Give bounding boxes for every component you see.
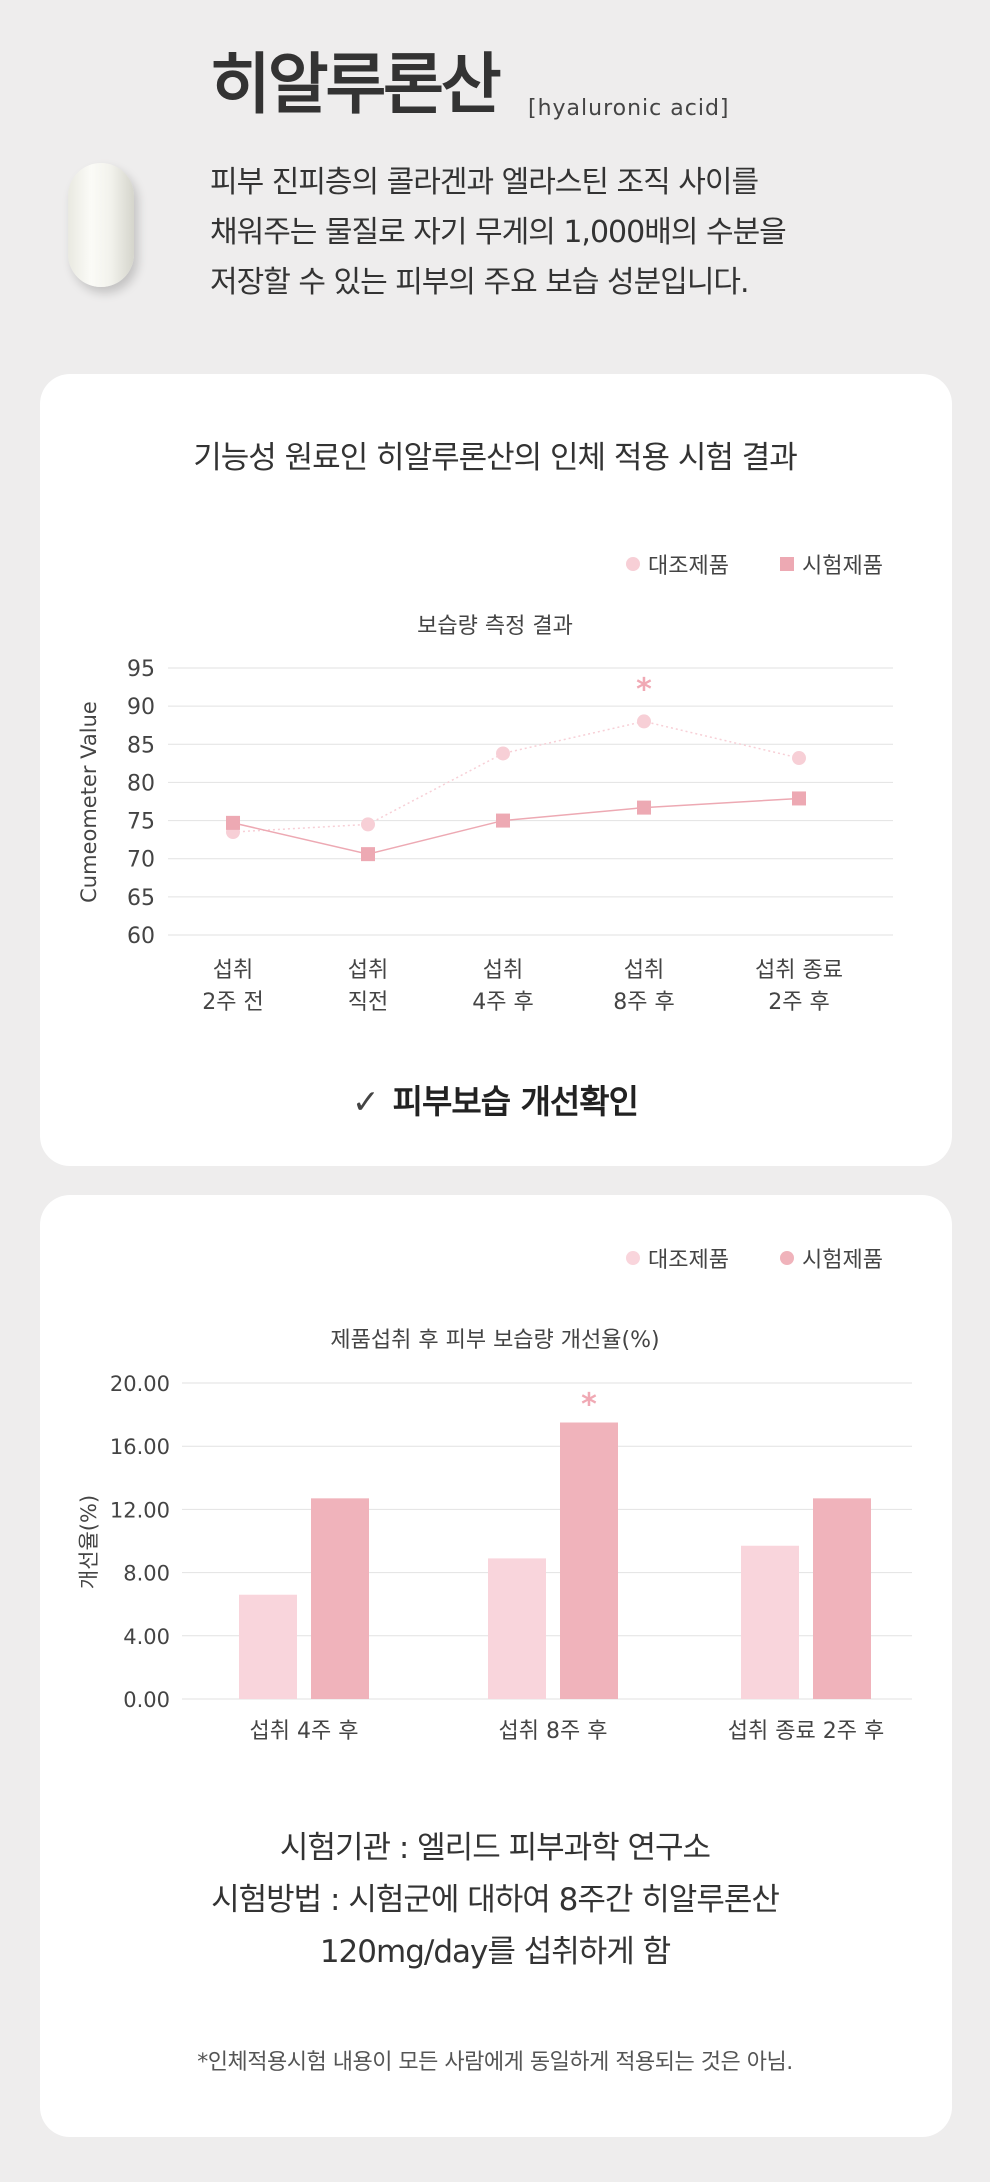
bar-test bbox=[311, 1498, 369, 1699]
y-tick-label: 0.00 bbox=[123, 1688, 170, 1712]
data-point-test bbox=[496, 813, 510, 828]
data-point-control bbox=[637, 714, 651, 729]
y-tick-label: 65 bbox=[127, 886, 155, 911]
y-tick-label: 12.00 bbox=[110, 1498, 170, 1522]
test-info-line: 시험기관 : 엘리드 피부과학 연구소 bbox=[279, 1830, 711, 1866]
checkmark-icon: ✓ bbox=[351, 1082, 380, 1121]
legend-square-icon bbox=[780, 557, 794, 571]
data-point-test bbox=[226, 815, 240, 830]
x-tick-label: 2주 후 bbox=[768, 990, 829, 1015]
x-tick-label: 섭취 bbox=[213, 958, 253, 983]
test-info: 시험기관 : 엘리드 피부과학 연구소 시험방법 : 시험군에 대하여 8주간 … bbox=[0, 1822, 990, 1978]
y-tick-label: 20.00 bbox=[110, 1372, 170, 1396]
bar-chart-title: 제품섭취 후 피부 보습량 개선율(%) bbox=[330, 1328, 660, 1353]
y-axis-label: 개선율(%) bbox=[77, 1495, 101, 1589]
y-axis-label: Cumeometer Value bbox=[77, 701, 101, 903]
y-tick-label: 85 bbox=[127, 733, 155, 758]
conclusion-row: ✓ 피부보습 개선확인 bbox=[0, 1075, 990, 1123]
x-tick-label: 직전 bbox=[348, 990, 388, 1015]
legend-label: 시험제품 bbox=[802, 554, 883, 579]
x-tick-label: 섭취 bbox=[624, 958, 664, 983]
y-tick-label: 16.00 bbox=[110, 1435, 170, 1459]
data-point-test bbox=[361, 847, 375, 862]
x-tick-label: 섭취 bbox=[348, 958, 388, 983]
description-line: 피부 진피층의 콜라겐과 엘라스틴 조직 사이를 bbox=[210, 165, 759, 200]
bar-test bbox=[813, 1498, 871, 1699]
series-line-test bbox=[232, 797, 800, 855]
line-legend-control: 대조제품 bbox=[626, 548, 729, 580]
data-point-test bbox=[637, 800, 651, 815]
description-line: 저장할 수 있는 피부의 주요 보습 성분입니다. bbox=[210, 265, 750, 300]
y-tick-label: 70 bbox=[127, 848, 155, 873]
bar-control bbox=[488, 1558, 546, 1699]
line-chart: 95 90 85 80 75 70 65 60 Cumeometer Value 섭취 2주 전 섭취… bbox=[77, 657, 893, 1015]
bar-legend-test: 시험제품 bbox=[780, 1242, 883, 1274]
y-tick-label: 80 bbox=[127, 771, 155, 796]
y-tick-label: 90 bbox=[127, 695, 155, 720]
bar-control bbox=[239, 1594, 297, 1699]
description: 피부 진피층의 콜라겐과 엘라스틴 조직 사이를 채워주는 물질로 자기 무게의… bbox=[210, 158, 950, 308]
x-tick-label: 2주 전 bbox=[202, 990, 263, 1015]
x-tick-label: 섭취 종료 bbox=[755, 958, 843, 983]
line-legend-test: 시험제품 bbox=[780, 548, 883, 580]
legend-label: 대조제품 bbox=[648, 1248, 729, 1273]
x-tick-label: 섭취 종료 2주 후 bbox=[728, 1719, 884, 1744]
data-point-control bbox=[361, 817, 375, 832]
series-line-control bbox=[232, 720, 800, 833]
significance-mark: * bbox=[581, 1388, 597, 1423]
y-tick-label: 95 bbox=[127, 657, 155, 682]
data-point-control bbox=[792, 751, 806, 766]
bar-test bbox=[560, 1422, 618, 1699]
y-tick-label: 60 bbox=[127, 924, 155, 949]
legend-circle-icon bbox=[626, 1251, 640, 1265]
test-info-line: 시험방법 : 시험군에 대하여 8주간 히알루론산 bbox=[211, 1882, 780, 1918]
test-info-line: 120mg/day를 섭취하게 함 bbox=[319, 1934, 671, 1970]
legend-circle-icon bbox=[780, 1251, 794, 1265]
x-tick-label: 섭취 4주 후 bbox=[250, 1719, 359, 1744]
x-tick-label: 섭취 8주 후 bbox=[499, 1719, 608, 1744]
legend-label: 시험제품 bbox=[802, 1248, 883, 1273]
capsule-image bbox=[68, 163, 134, 287]
y-tick-label: 4.00 bbox=[123, 1625, 170, 1649]
x-tick-label: 섭취 bbox=[483, 958, 523, 983]
conclusion-text: 피부보습 개선확인 bbox=[392, 1082, 639, 1121]
description-line: 채워주는 물질로 자기 무게의 1,000배의 수분을 bbox=[210, 215, 787, 250]
legend-circle-icon bbox=[626, 557, 640, 571]
legend-label: 대조제품 bbox=[648, 554, 729, 579]
bar-legend-control: 대조제품 bbox=[626, 1242, 729, 1274]
y-tick-label: 8.00 bbox=[123, 1562, 170, 1586]
line-chart-title: 보습량 측정 결과 bbox=[417, 614, 573, 639]
card-title: 기능성 원료인 히알루론산의 인체 적용 시험 결과 bbox=[193, 440, 798, 476]
data-point-control bbox=[496, 746, 510, 761]
x-tick-label: 8주 후 bbox=[613, 990, 674, 1015]
x-tick-label: 4주 후 bbox=[472, 990, 533, 1015]
y-tick-label: 75 bbox=[127, 810, 155, 835]
data-point-test bbox=[792, 791, 806, 806]
page-subtitle: [hyaluronic acid] bbox=[528, 96, 730, 121]
page-title: 히알루론산 bbox=[210, 46, 502, 123]
footnote: *인체적용시험 내용이 모든 사람에게 동일하게 적용되는 것은 아님. bbox=[197, 2050, 793, 2075]
significance-mark: * bbox=[636, 672, 652, 707]
bar-chart: 20.00 16.00 12.00 8.00 4.00 0.00 개선율(%) 섭취 4주 후… bbox=[77, 1372, 912, 1744]
bar-control bbox=[741, 1545, 799, 1699]
line-chart-card bbox=[40, 374, 952, 1166]
